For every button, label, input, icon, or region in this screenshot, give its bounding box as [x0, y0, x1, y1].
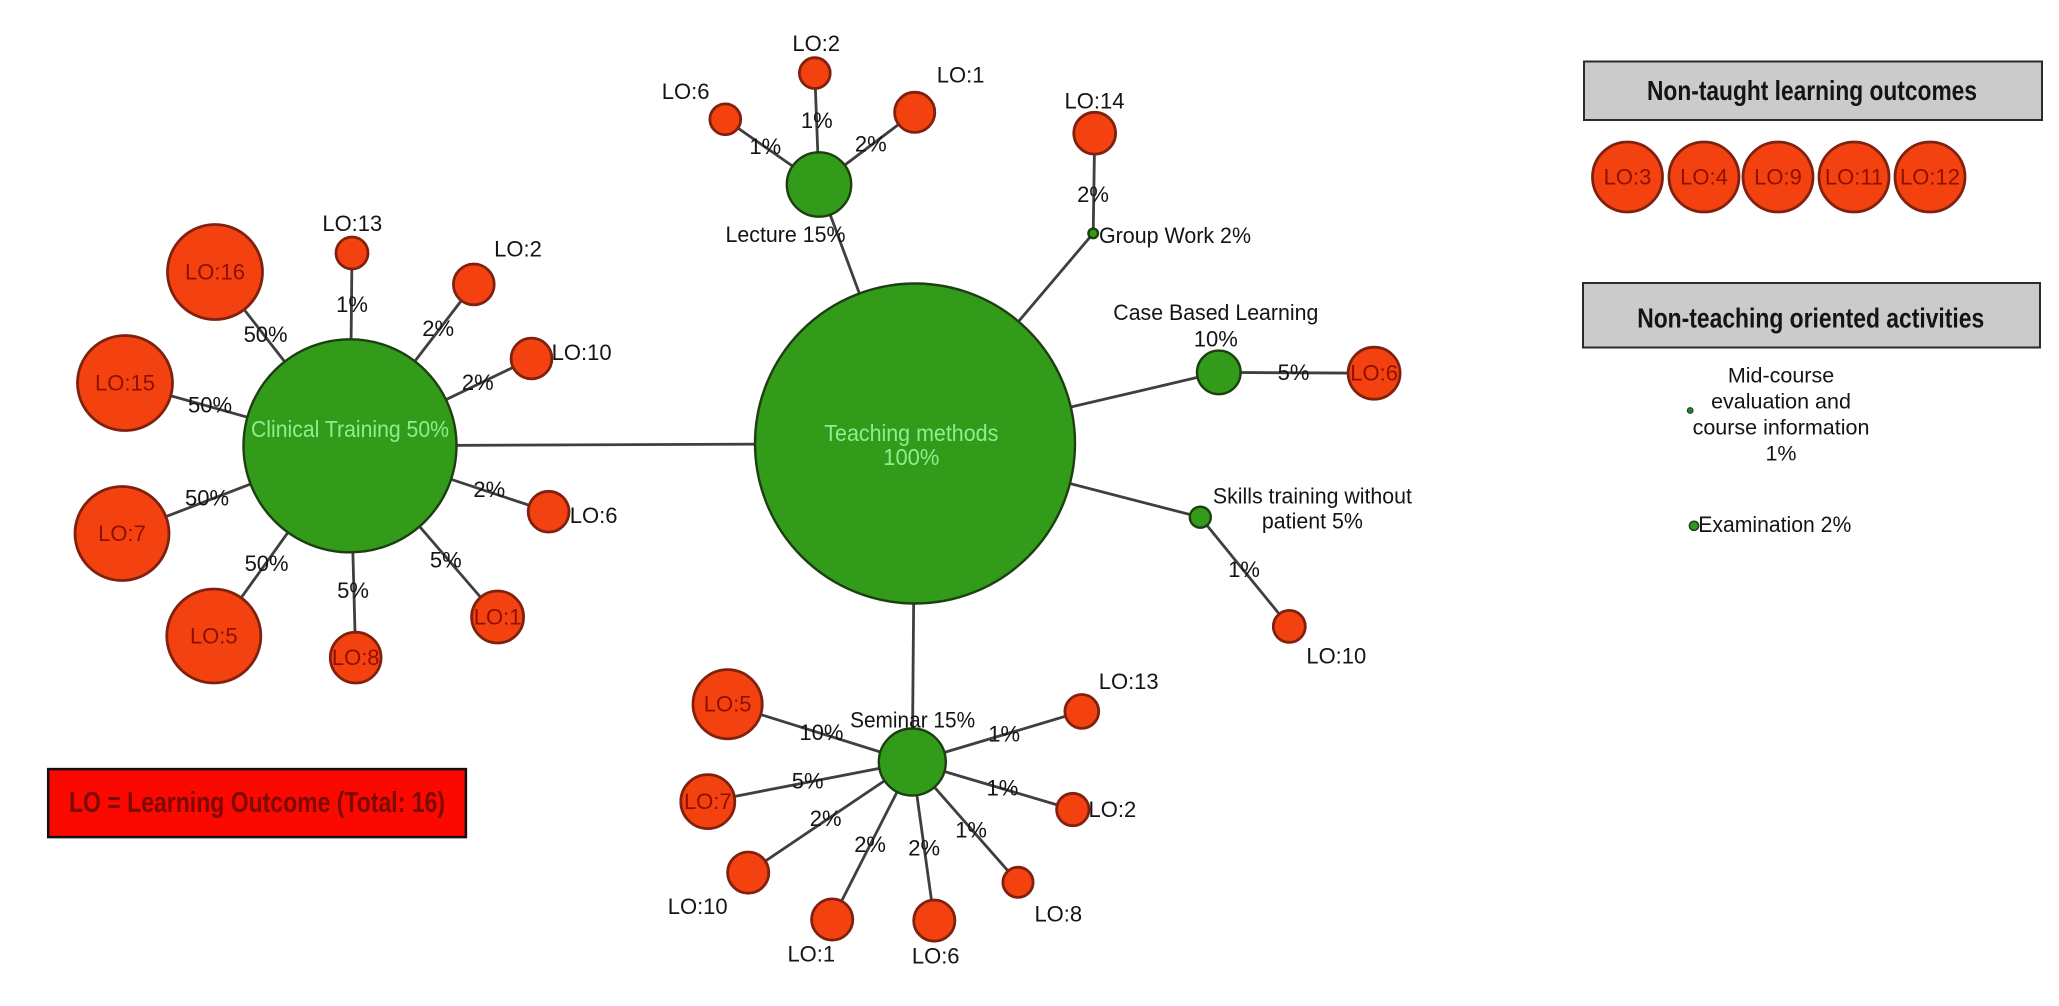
svg-text:course information: course information [1693, 416, 1870, 440]
svg-text:2%: 2% [855, 132, 887, 157]
svg-text:1%: 1% [336, 292, 368, 317]
svg-text:2%: 2% [810, 806, 842, 831]
svg-text:2%: 2% [854, 832, 886, 857]
svg-text:2%: 2% [422, 316, 454, 341]
svg-text:1%: 1% [749, 134, 781, 159]
svg-text:LO:6: LO:6 [662, 79, 710, 104]
svg-text:10%: 10% [799, 720, 843, 745]
svg-text:LO:7: LO:7 [684, 789, 732, 814]
svg-text:Clinical Training 50%: Clinical Training 50% [251, 416, 449, 442]
svg-text:2%: 2% [1077, 182, 1109, 207]
svg-text:LO:10: LO:10 [1306, 644, 1366, 669]
svg-text:LO:15: LO:15 [95, 371, 155, 396]
svg-text:patient 5%: patient 5% [1262, 509, 1363, 534]
svg-text:LO:6: LO:6 [570, 503, 618, 528]
svg-text:LO:10: LO:10 [668, 894, 728, 919]
svg-text:Non-taught learning outcomes: Non-taught learning outcomes [1647, 75, 1977, 106]
svg-text:Group Work 2%: Group Work 2% [1099, 223, 1251, 248]
svg-text:LO:1: LO:1 [474, 605, 522, 630]
svg-text:LO:1: LO:1 [937, 63, 985, 88]
svg-text:LO:2: LO:2 [494, 236, 542, 261]
svg-text:1%: 1% [1765, 442, 1796, 466]
svg-text:Skills training without: Skills training without [1213, 483, 1412, 508]
svg-text:1%: 1% [955, 818, 987, 843]
svg-text:LO:8: LO:8 [332, 645, 380, 670]
svg-text:Mid-course: Mid-course [1728, 363, 1834, 387]
svg-text:5%: 5% [337, 578, 369, 603]
svg-text:LO:2: LO:2 [792, 31, 840, 56]
svg-text:Case Based Learning: Case Based Learning [1113, 300, 1318, 325]
svg-text:5%: 5% [430, 548, 462, 573]
svg-text:LO:4: LO:4 [1680, 165, 1728, 190]
svg-text:evaluation and: evaluation and [1711, 390, 1851, 414]
svg-text:LO:9: LO:9 [1754, 165, 1802, 190]
svg-text:2%: 2% [473, 477, 505, 502]
svg-text:1%: 1% [987, 776, 1019, 801]
svg-text:1%: 1% [988, 722, 1020, 747]
svg-text:Examination 2%: Examination 2% [1698, 512, 1851, 537]
svg-text:LO:5: LO:5 [704, 692, 752, 717]
svg-text:LO = Learning Outcome (Total:: LO = Learning Outcome (Total: 16) [69, 787, 445, 819]
svg-text:50%: 50% [245, 551, 289, 576]
svg-text:LO:10: LO:10 [552, 340, 612, 365]
svg-text:LO:12: LO:12 [1900, 165, 1960, 190]
svg-text:LO:14: LO:14 [1065, 89, 1125, 114]
svg-text:LO:16: LO:16 [185, 260, 245, 285]
svg-text:LO:5: LO:5 [190, 624, 238, 649]
svg-text:5%: 5% [792, 769, 824, 794]
svg-text:2%: 2% [462, 370, 494, 395]
svg-text:LO:3: LO:3 [1604, 165, 1652, 190]
svg-text:LO:7: LO:7 [98, 521, 146, 546]
svg-text:5%: 5% [1278, 360, 1310, 385]
svg-text:LO:6: LO:6 [1350, 361, 1398, 386]
svg-text:1%: 1% [801, 108, 833, 133]
svg-text:LO:11: LO:11 [1825, 165, 1883, 190]
svg-text:Teaching methods: Teaching methods [824, 420, 998, 446]
svg-text:LO:8: LO:8 [1034, 902, 1082, 927]
svg-text:50%: 50% [244, 322, 288, 347]
svg-text:LO:2: LO:2 [1089, 797, 1137, 822]
svg-text:LO:13: LO:13 [322, 211, 382, 236]
svg-text:1%: 1% [1228, 557, 1260, 582]
svg-text:100%: 100% [883, 444, 939, 470]
svg-text:LO:13: LO:13 [1099, 669, 1159, 694]
svg-text:Seminar 15%: Seminar 15% [850, 708, 975, 733]
svg-text:2%: 2% [908, 836, 940, 861]
svg-text:50%: 50% [188, 393, 232, 418]
svg-text:10%: 10% [1194, 326, 1238, 351]
svg-text:Lecture 15%: Lecture 15% [726, 222, 846, 247]
svg-text:Non-teaching oriented activiti: Non-teaching oriented activities [1637, 303, 1984, 334]
svg-text:LO:1: LO:1 [787, 942, 835, 967]
svg-text:LO:6: LO:6 [912, 944, 960, 969]
svg-text:50%: 50% [185, 486, 229, 511]
